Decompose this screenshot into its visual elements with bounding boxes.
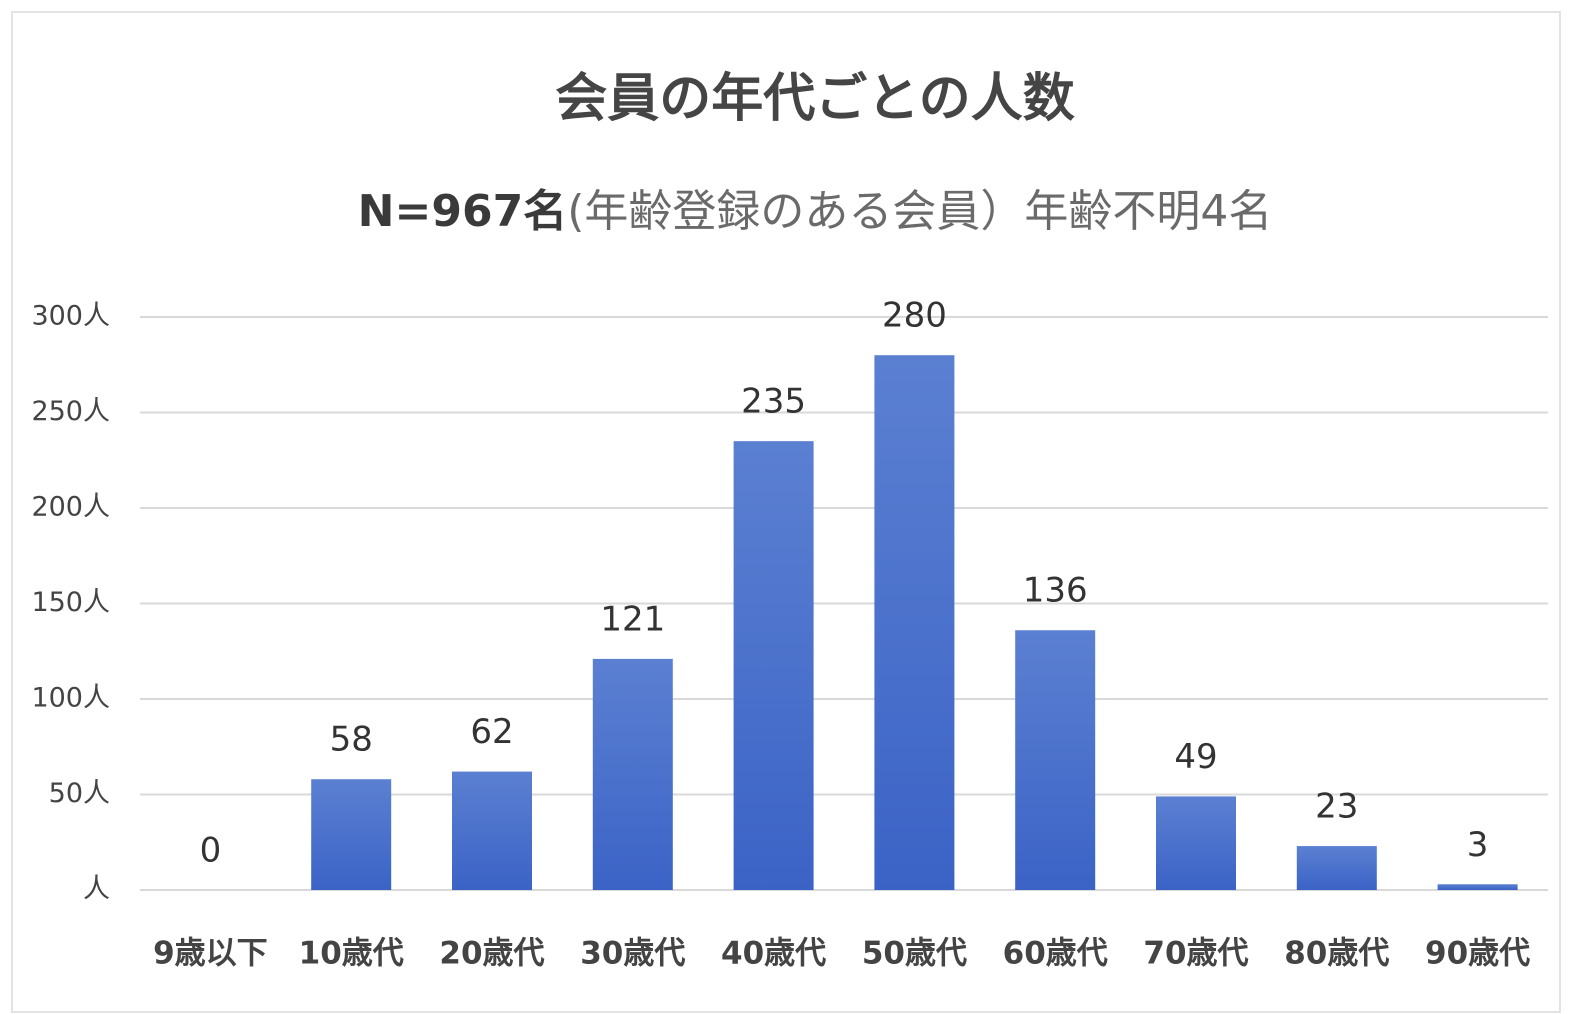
bar	[874, 355, 955, 890]
bar	[1015, 630, 1096, 890]
data-label: 58	[330, 720, 373, 760]
bar	[311, 779, 392, 890]
x-tick-label: 40歳代	[721, 936, 826, 972]
data-label: 280	[882, 296, 947, 336]
chart-subtitle: N=967名(年齢登録のある会員）年齢不明4名	[358, 186, 1273, 237]
bar	[452, 771, 532, 890]
x-tick-label: 60歳代	[1003, 936, 1108, 972]
y-tick-label: 50人	[49, 778, 110, 809]
x-tick-label: 70歳代	[1143, 936, 1248, 972]
data-label: 136	[1023, 571, 1088, 611]
x-tick-label: 80歳代	[1284, 936, 1389, 972]
x-tick-label: 9歳以下	[153, 936, 268, 972]
y-tick-label: 300人	[31, 301, 110, 332]
x-tick-label: 50歳代	[862, 936, 967, 972]
y-tick-label: 人	[83, 874, 110, 905]
bar	[1156, 796, 1236, 890]
data-label: 0	[200, 831, 222, 871]
y-tick-label: 150人	[31, 587, 110, 618]
data-label: 49	[1174, 737, 1217, 777]
subtitle-part: N=967名	[358, 186, 568, 237]
y-tick-label: 200人	[31, 492, 110, 523]
y-tick-label: 100人	[31, 683, 110, 714]
subtitle-part: (年齢登録のある会員）年齢不明4名	[567, 186, 1272, 237]
y-tick-label: 250人	[31, 396, 110, 427]
chart-title: 会員の年代ごとの人数	[555, 69, 1074, 129]
data-label: 235	[741, 382, 806, 422]
x-tick-label: 90歳代	[1425, 936, 1530, 972]
x-tick-label: 20歳代	[439, 936, 544, 972]
data-label: 121	[600, 599, 665, 639]
data-label: 62	[470, 712, 513, 752]
bar	[592, 658, 673, 890]
bar	[1296, 846, 1377, 890]
bar	[733, 441, 814, 890]
data-label: 3	[1467, 825, 1489, 865]
x-tick-label: 30歳代	[580, 936, 685, 972]
x-tick-label: 10歳代	[299, 936, 404, 972]
bar	[1437, 884, 1518, 890]
data-label: 23	[1315, 787, 1358, 827]
